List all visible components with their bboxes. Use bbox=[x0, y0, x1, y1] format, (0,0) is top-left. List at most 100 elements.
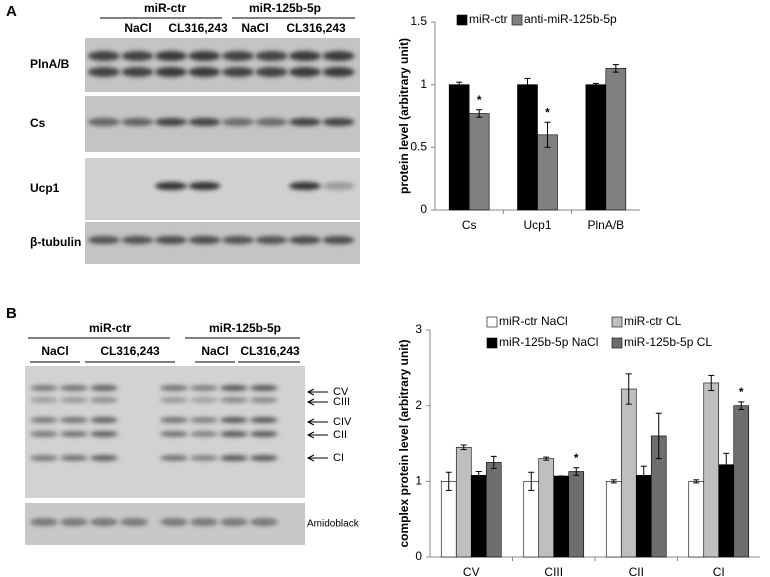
condition-label: NaCl bbox=[201, 344, 228, 358]
blot-band bbox=[222, 236, 254, 244]
bar bbox=[455, 446, 472, 558]
blot-band bbox=[250, 417, 278, 423]
error-bar bbox=[476, 109, 483, 118]
blot-band bbox=[220, 397, 248, 403]
x-tick-label: CV bbox=[463, 565, 480, 577]
bar bbox=[523, 481, 540, 558]
bar bbox=[568, 471, 585, 558]
blot-band bbox=[322, 67, 355, 77]
legend-label: miR-125b-5p CL bbox=[624, 335, 712, 349]
blot-band bbox=[90, 417, 118, 423]
row-label: β-tubulin bbox=[30, 235, 81, 249]
bar bbox=[605, 481, 622, 558]
group-label: miR-125b-5p bbox=[249, 1, 321, 15]
blot-band bbox=[160, 417, 188, 423]
blot-band bbox=[188, 182, 221, 190]
blot-band bbox=[30, 455, 58, 461]
legend-label: miR-ctr NaCl bbox=[499, 314, 568, 328]
condition-label: NaCl bbox=[241, 21, 268, 35]
blot-band bbox=[30, 397, 58, 403]
group-label: miR-ctr bbox=[89, 321, 131, 335]
error-bar bbox=[524, 77, 531, 92]
blot-band bbox=[222, 51, 254, 61]
row-label: PlnA/B bbox=[30, 57, 70, 71]
legend-swatch bbox=[611, 337, 623, 349]
blot-band bbox=[88, 236, 120, 244]
band-label: CI bbox=[333, 452, 344, 464]
blot-band bbox=[155, 51, 187, 61]
error-bar bbox=[612, 64, 619, 73]
error-bar bbox=[693, 479, 700, 484]
blot-band bbox=[88, 67, 120, 77]
x-tick-label: Cs bbox=[462, 218, 477, 232]
panel-label: A bbox=[6, 3, 17, 20]
blot-band bbox=[121, 118, 154, 126]
blot-band bbox=[220, 385, 248, 391]
blot-band bbox=[250, 455, 278, 461]
legend-swatch bbox=[611, 316, 623, 328]
error-bar bbox=[573, 467, 580, 476]
condition-label: CL316,243 bbox=[168, 21, 228, 35]
blot-band bbox=[88, 118, 120, 126]
blot-band bbox=[322, 236, 355, 244]
condition-label: CL316,243 bbox=[100, 344, 160, 358]
blot-band bbox=[60, 431, 88, 437]
legend-swatch bbox=[486, 316, 498, 328]
legend-label: miR-ctr CL bbox=[624, 314, 682, 328]
bar bbox=[688, 481, 705, 558]
blot-band bbox=[30, 518, 58, 526]
blot-strip bbox=[85, 38, 360, 92]
bar bbox=[718, 464, 735, 558]
row-label: Cs bbox=[30, 116, 46, 130]
bar bbox=[448, 84, 470, 211]
bar bbox=[468, 113, 490, 211]
blot-band bbox=[160, 518, 188, 526]
blot-band bbox=[322, 51, 355, 61]
blot-band bbox=[220, 518, 248, 526]
error-bar bbox=[655, 412, 662, 460]
error-bar bbox=[610, 479, 617, 484]
bar bbox=[517, 84, 538, 211]
blot-band bbox=[250, 385, 278, 391]
blot-band bbox=[155, 118, 187, 126]
blot-strip bbox=[85, 158, 360, 220]
blot-band bbox=[220, 431, 248, 437]
blot-band bbox=[90, 518, 118, 526]
error-bar bbox=[460, 444, 467, 451]
blot-band bbox=[255, 236, 288, 244]
legend-label: anti-miR-125b-5p bbox=[524, 12, 617, 26]
blot-band bbox=[250, 431, 278, 437]
y-tick-label: 1 bbox=[415, 474, 422, 488]
error-bar bbox=[543, 456, 550, 461]
error-bar bbox=[456, 81, 463, 88]
blot-band bbox=[160, 431, 188, 437]
bar bbox=[605, 68, 627, 211]
blot-band bbox=[60, 385, 88, 391]
error-bar bbox=[625, 373, 632, 405]
arrow-head bbox=[306, 418, 315, 426]
blot-band bbox=[250, 518, 278, 526]
error-bar bbox=[640, 465, 647, 485]
legend-swatch bbox=[456, 14, 468, 26]
legend-swatch bbox=[511, 14, 523, 26]
y-tick-label: 0 bbox=[415, 549, 422, 563]
blot-band bbox=[255, 67, 288, 77]
x-tick-label: CIII bbox=[544, 565, 563, 577]
y-tick-label: 0.5 bbox=[410, 140, 427, 154]
group-label: miR-125b-5p bbox=[209, 321, 281, 335]
blot-band bbox=[60, 518, 88, 526]
blot-band bbox=[190, 455, 218, 461]
blot-band bbox=[60, 397, 88, 403]
blot-band bbox=[289, 67, 321, 77]
y-tick-label: 3 bbox=[415, 322, 422, 336]
arrow-head bbox=[306, 431, 315, 439]
blot-band bbox=[60, 455, 88, 461]
y-tick-label: 0 bbox=[420, 202, 427, 216]
x-tick-label: Ucp1 bbox=[523, 218, 551, 232]
bar bbox=[553, 475, 570, 558]
blot-band bbox=[289, 118, 321, 126]
condition-label: CL316,243 bbox=[286, 21, 346, 35]
x-tick-label: CII bbox=[629, 565, 644, 577]
bar bbox=[620, 388, 637, 558]
blot-band bbox=[190, 518, 218, 526]
